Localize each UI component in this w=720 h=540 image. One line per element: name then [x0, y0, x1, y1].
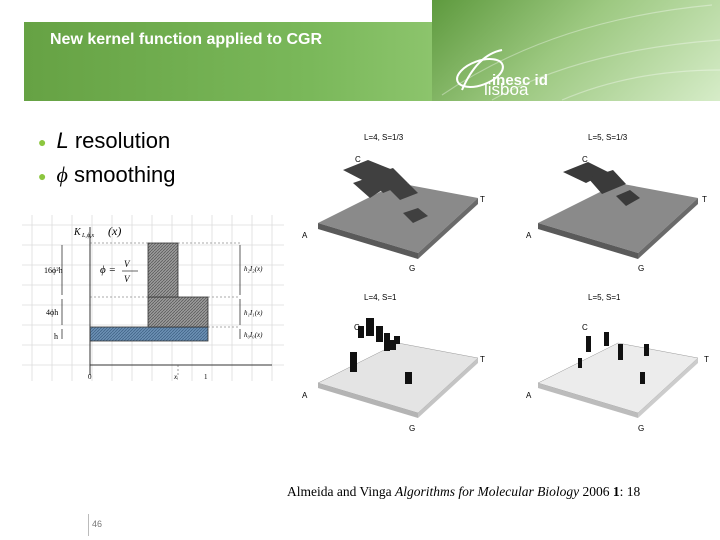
x-label-one: 1 [204, 373, 208, 381]
x-label-zero: 0 [88, 373, 92, 381]
cgr-panel-1: L=4, S=1/3 C T A G [298, 128, 498, 283]
corner-c: C [582, 323, 588, 332]
cgr-peaks [343, 160, 428, 223]
citation-year: 2006 [579, 484, 613, 499]
cgr-surface [538, 183, 698, 253]
cgr-peaks [563, 162, 640, 206]
phi-numerator: V [124, 259, 131, 269]
corner-a: A [302, 231, 308, 240]
corner-a: A [526, 391, 532, 400]
corner-c: C [355, 155, 361, 164]
bullet-text: resolution [68, 128, 171, 153]
phi-equation-lhs: ϕ = [100, 264, 116, 276]
cgr-panel-2: L=5, S=1/3 C T A G [518, 128, 720, 283]
corner-g: G [409, 424, 415, 433]
footer-divider [88, 514, 89, 536]
cgr-panel-3: L=4, S=1 C T A G [298, 288, 498, 443]
right-label-mid: h₁I₁(x) [244, 309, 263, 317]
panel-label: L=5, S=1 [588, 293, 621, 302]
corner-c: C [354, 323, 360, 332]
y-label-top: 16ϕ²h [44, 266, 63, 275]
y-label-bottom: h [54, 332, 58, 341]
slide-title: New kernel function applied to CGR [50, 31, 323, 48]
bullet-dot-icon: ● [38, 168, 47, 185]
kernel-subscript: L,ϕ,x [81, 233, 94, 239]
corner-t: T [480, 355, 485, 364]
right-label-top: h₂I₂(x) [244, 265, 263, 273]
cgr-panel-4: L=5, S=1 C T A G [518, 288, 720, 443]
cgr-peaks [350, 318, 412, 384]
citation-journal: Algorithms for Molecular Biology [395, 484, 580, 499]
corner-c: C [582, 155, 588, 164]
right-label-bottom: h₀I₀(x) [244, 331, 263, 339]
bullet-symbol: ϕ [56, 162, 68, 187]
graph-level-arrows [61, 245, 241, 339]
page-number: 46 [92, 519, 103, 529]
kernel-function-graph: K L,ϕ,x (x) 16ϕ²h 4ϕh h ϕ = V V h₂I₂(x) … [22, 215, 284, 386]
corner-t: T [704, 355, 709, 364]
bullet-dot-icon: ● [38, 134, 47, 151]
kernel-label: K [73, 227, 82, 238]
citation: Almeida and Vinga Algorithms for Molecul… [287, 484, 640, 500]
fern-decoration [441, 4, 720, 101]
citation-authors: Almeida and Vinga [287, 484, 396, 499]
kernel-bars [89, 242, 209, 342]
cgr-surface [317, 342, 479, 414]
kernel-argument: (x) [108, 224, 121, 238]
citation-volume: 1 [612, 484, 620, 499]
bullet-resolution: ● L resolution [38, 124, 175, 158]
y-label-mid: 4ϕh [46, 308, 58, 317]
logo-panel: inesc id lisboa [432, 0, 720, 101]
title-banner [24, 22, 432, 101]
corner-t: T [480, 195, 485, 204]
cgr-peaks [578, 332, 649, 384]
corner-t: T [702, 195, 707, 204]
logo-text-inesc: inesc id [492, 72, 548, 89]
graph-axes [89, 227, 272, 375]
corner-a: A [302, 391, 308, 400]
panel-label: L=4, S=1 [364, 293, 397, 302]
corner-g: G [638, 264, 644, 273]
bullet-list: ● L resolution ● ϕ smoothing [38, 124, 175, 192]
graph-dashed-guides [90, 242, 240, 375]
citation-issue: : 18 [619, 484, 641, 499]
bullet-symbol: L [56, 128, 69, 153]
corner-g: G [638, 424, 644, 433]
x-label-xi: xᵢ [173, 373, 178, 381]
bullet-smoothing: ● ϕ smoothing [38, 158, 175, 192]
logo-icon [456, 49, 504, 91]
cgr-surface [318, 183, 478, 253]
corner-g: G [409, 264, 415, 273]
phi-denominator: V [124, 274, 131, 284]
logo-text-lisboa: lisboa [484, 80, 529, 99]
panel-label: L=5, S=1/3 [588, 133, 628, 142]
bullet-text: smoothing [67, 162, 176, 187]
panel-label: L=4, S=1/3 [364, 133, 404, 142]
corner-a: A [526, 231, 532, 240]
